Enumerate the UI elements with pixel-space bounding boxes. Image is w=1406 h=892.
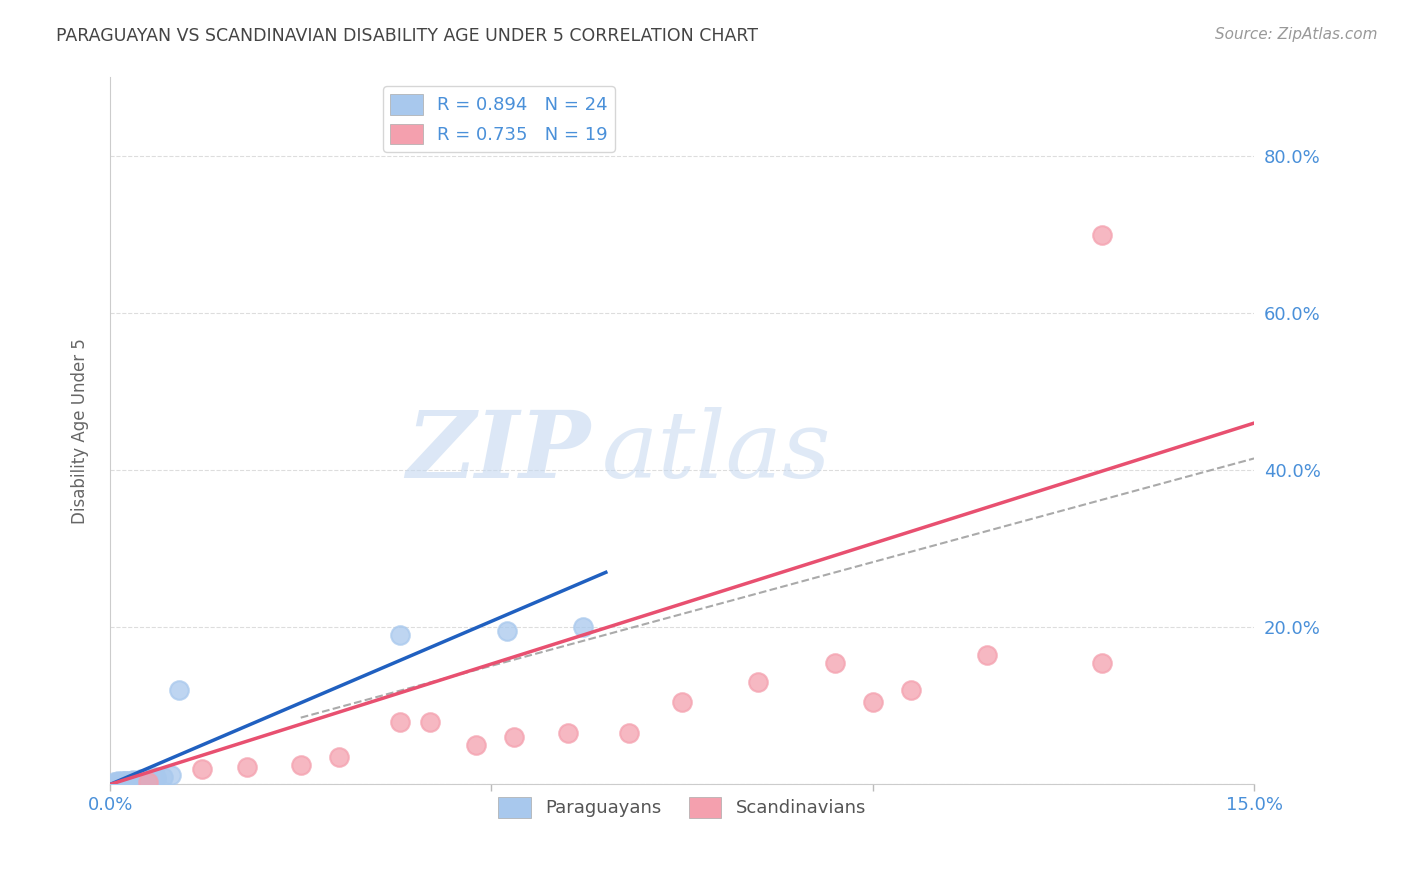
Point — [167, 683, 190, 698]
Point — [1090, 656, 1112, 670]
Point — [110, 774, 132, 789]
Point — [388, 628, 411, 642]
Point — [557, 726, 579, 740]
Point — [103, 775, 125, 789]
Point — [290, 757, 312, 772]
Point — [122, 773, 145, 788]
Point — [136, 775, 159, 789]
Legend: Paraguayans, Scandinavians: Paraguayans, Scandinavians — [491, 789, 873, 825]
Text: atlas: atlas — [602, 407, 831, 497]
Point — [976, 648, 998, 662]
Point — [900, 683, 922, 698]
Point — [122, 774, 145, 789]
Point — [465, 738, 488, 752]
Point — [160, 768, 183, 782]
Point — [671, 695, 693, 709]
Point — [122, 772, 145, 787]
Point — [503, 731, 526, 745]
Point — [747, 675, 769, 690]
Point — [118, 773, 141, 788]
Text: Source: ZipAtlas.com: Source: ZipAtlas.com — [1215, 27, 1378, 42]
Point — [190, 762, 212, 776]
Point — [129, 773, 152, 788]
Point — [145, 770, 167, 784]
Point — [419, 714, 441, 729]
Y-axis label: Disability Age Under 5: Disability Age Under 5 — [72, 338, 89, 524]
Point — [824, 656, 846, 670]
Point — [617, 726, 640, 740]
Point — [862, 695, 884, 709]
Point — [114, 774, 136, 789]
Point — [136, 773, 159, 788]
Point — [145, 772, 167, 786]
Point — [495, 624, 517, 639]
Point — [136, 771, 159, 785]
Point — [129, 772, 152, 786]
Point — [152, 770, 174, 784]
Point — [114, 773, 136, 788]
Text: PARAGUAYAN VS SCANDINAVIAN DISABILITY AGE UNDER 5 CORRELATION CHART: PARAGUAYAN VS SCANDINAVIAN DISABILITY AG… — [56, 27, 758, 45]
Point — [129, 772, 152, 787]
Point — [136, 772, 159, 786]
Point — [107, 775, 129, 789]
Point — [388, 714, 411, 729]
Point — [107, 774, 129, 789]
Point — [328, 750, 350, 764]
Text: ZIP: ZIP — [406, 407, 591, 497]
Point — [1090, 227, 1112, 242]
Point — [572, 620, 595, 634]
Point — [236, 760, 259, 774]
